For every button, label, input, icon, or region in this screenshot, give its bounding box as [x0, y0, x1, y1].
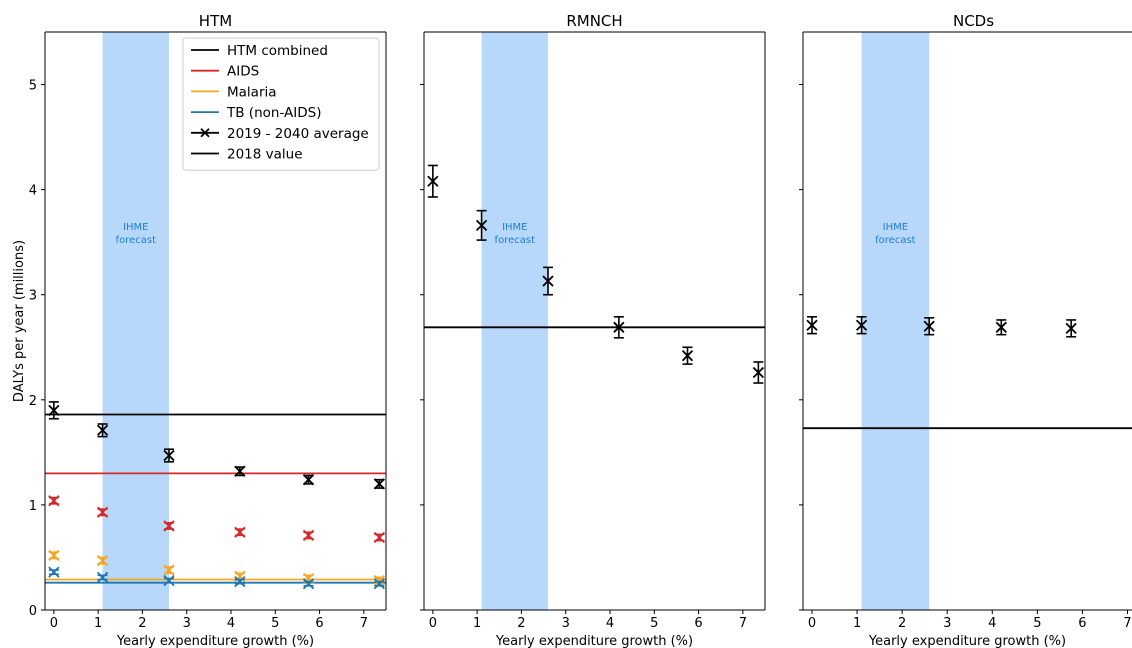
y-tick-label: 3	[29, 289, 37, 304]
ihme-forecast-band	[103, 32, 169, 610]
y-tick-label: 2	[29, 394, 37, 409]
data-point-htm-combined	[304, 475, 314, 485]
data-point-malaria	[49, 550, 59, 560]
x-tick-label: 0	[808, 616, 816, 631]
legend-label: HTM combined	[227, 43, 328, 59]
ihme-label-line1: IHME	[883, 222, 908, 233]
x-tick-label: 6	[1078, 616, 1086, 631]
data-point-ncds	[1066, 320, 1076, 337]
data-point-htm-combined	[235, 466, 245, 476]
panel-title: RMNCH	[566, 12, 622, 30]
x-tick-label: 4	[988, 616, 996, 631]
data-point-aids	[374, 532, 384, 542]
data-point-aids	[304, 530, 314, 540]
x-tick-label: 1	[853, 616, 861, 631]
plot-area: IHME forecast	[424, 32, 765, 610]
ihme-forecast-band	[862, 32, 930, 610]
y-tick-label: 0	[29, 604, 37, 619]
legend-label: Malaria	[227, 84, 277, 100]
x-tick-label: 6	[694, 616, 702, 631]
data-point-rmnch	[428, 165, 438, 197]
x-axis-label: Yearly expenditure growth (%)	[116, 634, 314, 648]
x-tick-label: 7	[360, 616, 368, 631]
y-tick-label: 1	[29, 499, 37, 514]
legend-label: 2018 value	[227, 147, 303, 163]
x-tick-label: 0	[50, 616, 58, 631]
y-tick-label: 4	[29, 184, 37, 199]
x-tick-label: 6	[315, 616, 323, 631]
data-point-aids	[235, 527, 245, 537]
x-tick-label: 5	[271, 616, 279, 631]
legend-label: AIDS	[227, 64, 259, 80]
x-tick-label: 4	[227, 616, 235, 631]
x-tick-label: 5	[1033, 616, 1041, 631]
panel-title: HTM	[199, 12, 232, 30]
ihme-label-line2: forecast	[875, 235, 916, 246]
legend-label: TB (non-AIDS)	[226, 105, 321, 121]
x-tick-label: 5	[650, 616, 658, 631]
x-tick-label: 4	[606, 616, 614, 631]
panel-ncds: IHME forecast 0 1 2 3 4 5 6 7 NCDs Yearly expenditu…	[799, 12, 1132, 648]
data-point-rmnch	[753, 362, 763, 383]
x-axis-label: Yearly expenditure growth (%)	[495, 634, 693, 648]
x-tick-label: 2	[138, 616, 146, 631]
plot-area: IHME forecast	[803, 32, 1132, 610]
legend-label: 2019 - 2040 average	[227, 126, 369, 142]
x-axis-label: Yearly expenditure growth (%)	[868, 634, 1066, 648]
data-point-htm-combined	[49, 402, 59, 419]
data-point-tb-non-aids-	[49, 567, 59, 577]
ihme-label-line2: forecast	[116, 235, 157, 246]
y-tick-label: 5	[29, 79, 37, 94]
x-tick-label: 1	[94, 616, 102, 631]
data-point-htm-combined	[374, 479, 384, 489]
x-tick-label: 7	[1123, 616, 1131, 631]
ihme-label-line1: IHME	[502, 222, 527, 233]
x-tick-label: 2	[898, 616, 906, 631]
data-point-rmnch	[683, 347, 693, 364]
x-tick-label: 2	[517, 616, 525, 631]
x-tick-label: 7	[739, 616, 747, 631]
ihme-label-line2: forecast	[495, 235, 536, 246]
x-tick-label: 3	[562, 616, 570, 631]
data-point-ncds	[807, 317, 817, 334]
data-point-ncds	[996, 320, 1006, 335]
panel-title: NCDs	[953, 12, 994, 30]
panel-rmnch: IHME forecast 0 1 2 3 4 5 6 7 RMNCH Yearly expendit…	[420, 12, 765, 648]
x-tick-label: 3	[183, 616, 191, 631]
panel-htm: IHME forecast 0 1 2 3 4 5 6 7 0 1 2 3 4 5 HTM Yearly expe…	[12, 12, 386, 648]
legend: HTM combined AIDS Malaria TB (non-AIDS) 2019…	[183, 38, 379, 170]
ihme-label-line1: IHME	[123, 222, 148, 233]
x-tick-label: 0	[429, 616, 437, 631]
y-axis-label: DALYs per year (millions)	[12, 240, 27, 402]
x-tick-label: 1	[473, 616, 481, 631]
ihme-forecast-band	[482, 32, 548, 610]
data-point-aids	[49, 496, 59, 506]
x-tick-label: 3	[943, 616, 951, 631]
